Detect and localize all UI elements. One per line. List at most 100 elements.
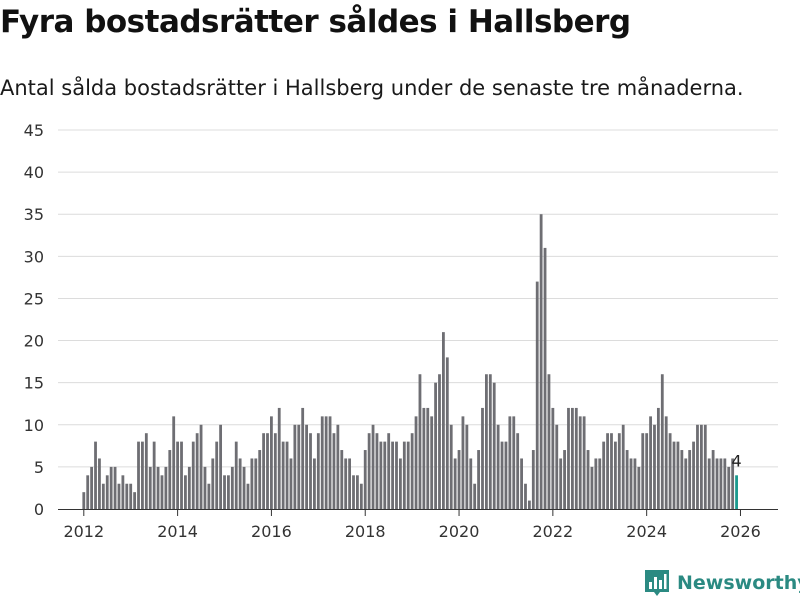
bar[interactable]: [637, 466, 641, 509]
bar[interactable]: [731, 458, 735, 509]
bar[interactable]: [559, 458, 563, 509]
bar[interactable]: [94, 441, 97, 509]
bar[interactable]: [613, 441, 617, 509]
bar[interactable]: [570, 407, 574, 509]
bar[interactable]: [101, 483, 105, 509]
bar[interactable]: [164, 466, 168, 509]
bar[interactable]: [645, 433, 649, 509]
bar[interactable]: [356, 475, 359, 509]
bar[interactable]: [148, 466, 152, 509]
bar[interactable]: [277, 407, 281, 509]
bar[interactable]: [227, 475, 230, 509]
bar[interactable]: [629, 458, 633, 509]
bar[interactable]: [117, 483, 121, 509]
bar[interactable]: [551, 407, 555, 509]
bar[interactable]: [125, 483, 129, 509]
bar[interactable]: [692, 441, 695, 509]
bar[interactable]: [485, 374, 488, 509]
bar[interactable]: [137, 441, 140, 509]
bar[interactable]: [180, 441, 183, 509]
bar[interactable]: [105, 475, 109, 509]
bar[interactable]: [203, 466, 207, 509]
bar[interactable]: [234, 441, 238, 509]
bar[interactable]: [539, 214, 543, 509]
bar[interactable]: [98, 458, 101, 509]
bar[interactable]: [625, 450, 629, 509]
bar[interactable]: [82, 492, 86, 509]
bar[interactable]: [574, 407, 578, 509]
bar[interactable]: [238, 458, 242, 509]
bar[interactable]: [508, 416, 512, 509]
bar[interactable]: [266, 433, 269, 509]
bar[interactable]: [660, 374, 664, 509]
bar[interactable]: [328, 416, 332, 509]
bar[interactable]: [406, 441, 410, 509]
bar[interactable]: [129, 483, 133, 509]
bar[interactable]: [430, 416, 434, 509]
bar[interactable]: [223, 475, 226, 509]
bar[interactable]: [160, 475, 164, 509]
bar[interactable]: [371, 424, 375, 509]
bar[interactable]: [258, 450, 262, 509]
bar[interactable]: [332, 433, 336, 509]
bar[interactable]: [363, 450, 367, 509]
bar[interactable]: [109, 466, 113, 509]
bar[interactable]: [719, 458, 723, 509]
bar[interactable]: [352, 475, 355, 509]
bar[interactable]: [664, 416, 668, 509]
bar[interactable]: [473, 483, 477, 509]
bar[interactable]: [199, 424, 203, 509]
bar[interactable]: [320, 416, 324, 509]
bar[interactable]: [375, 433, 379, 509]
bar[interactable]: [649, 416, 652, 509]
bar[interactable]: [383, 441, 387, 509]
bar[interactable]: [215, 441, 219, 509]
bar[interactable]: [219, 424, 223, 509]
bar[interactable]: [176, 441, 180, 509]
bar[interactable]: [727, 466, 731, 509]
bar[interactable]: [555, 424, 559, 509]
bar[interactable]: [563, 450, 566, 509]
bar[interactable]: [504, 441, 508, 509]
bar[interactable]: [457, 450, 461, 509]
bar[interactable]: [699, 424, 703, 509]
bar[interactable]: [672, 441, 676, 509]
bar[interactable]: [621, 424, 625, 509]
bar[interactable]: [344, 458, 348, 509]
bar[interactable]: [86, 475, 90, 509]
bar[interactable]: [653, 424, 656, 509]
bar[interactable]: [289, 458, 293, 509]
bar[interactable]: [477, 450, 480, 509]
bar[interactable]: [633, 458, 637, 509]
bar[interactable]: [520, 458, 523, 509]
bar[interactable]: [434, 382, 437, 509]
bar[interactable]: [387, 433, 391, 509]
bar[interactable]: [422, 407, 426, 509]
bar[interactable]: [496, 424, 500, 509]
bar[interactable]: [547, 374, 551, 509]
bar[interactable]: [606, 433, 609, 509]
bar[interactable]: [594, 458, 598, 509]
bar[interactable]: [281, 441, 285, 509]
bar[interactable]: [492, 382, 496, 509]
bar[interactable]: [668, 433, 672, 509]
bar[interactable]: [395, 441, 398, 509]
bar[interactable]: [316, 433, 320, 509]
bar[interactable]: [414, 416, 418, 509]
bar[interactable]: [90, 466, 94, 509]
bar[interactable]: [273, 433, 277, 509]
bar[interactable]: [359, 483, 363, 509]
bar[interactable]: [340, 450, 344, 509]
bar[interactable]: [696, 424, 699, 509]
bar[interactable]: [461, 416, 465, 509]
bar[interactable]: [527, 500, 531, 509]
bar[interactable]: [309, 433, 312, 509]
bar[interactable]: [305, 424, 308, 509]
bar[interactable]: [301, 407, 305, 509]
bar[interactable]: [254, 458, 258, 509]
bar[interactable]: [641, 433, 645, 509]
bar[interactable]: [324, 416, 328, 509]
bar[interactable]: [297, 424, 301, 509]
bar[interactable]: [582, 416, 586, 509]
bar[interactable]: [121, 475, 125, 509]
